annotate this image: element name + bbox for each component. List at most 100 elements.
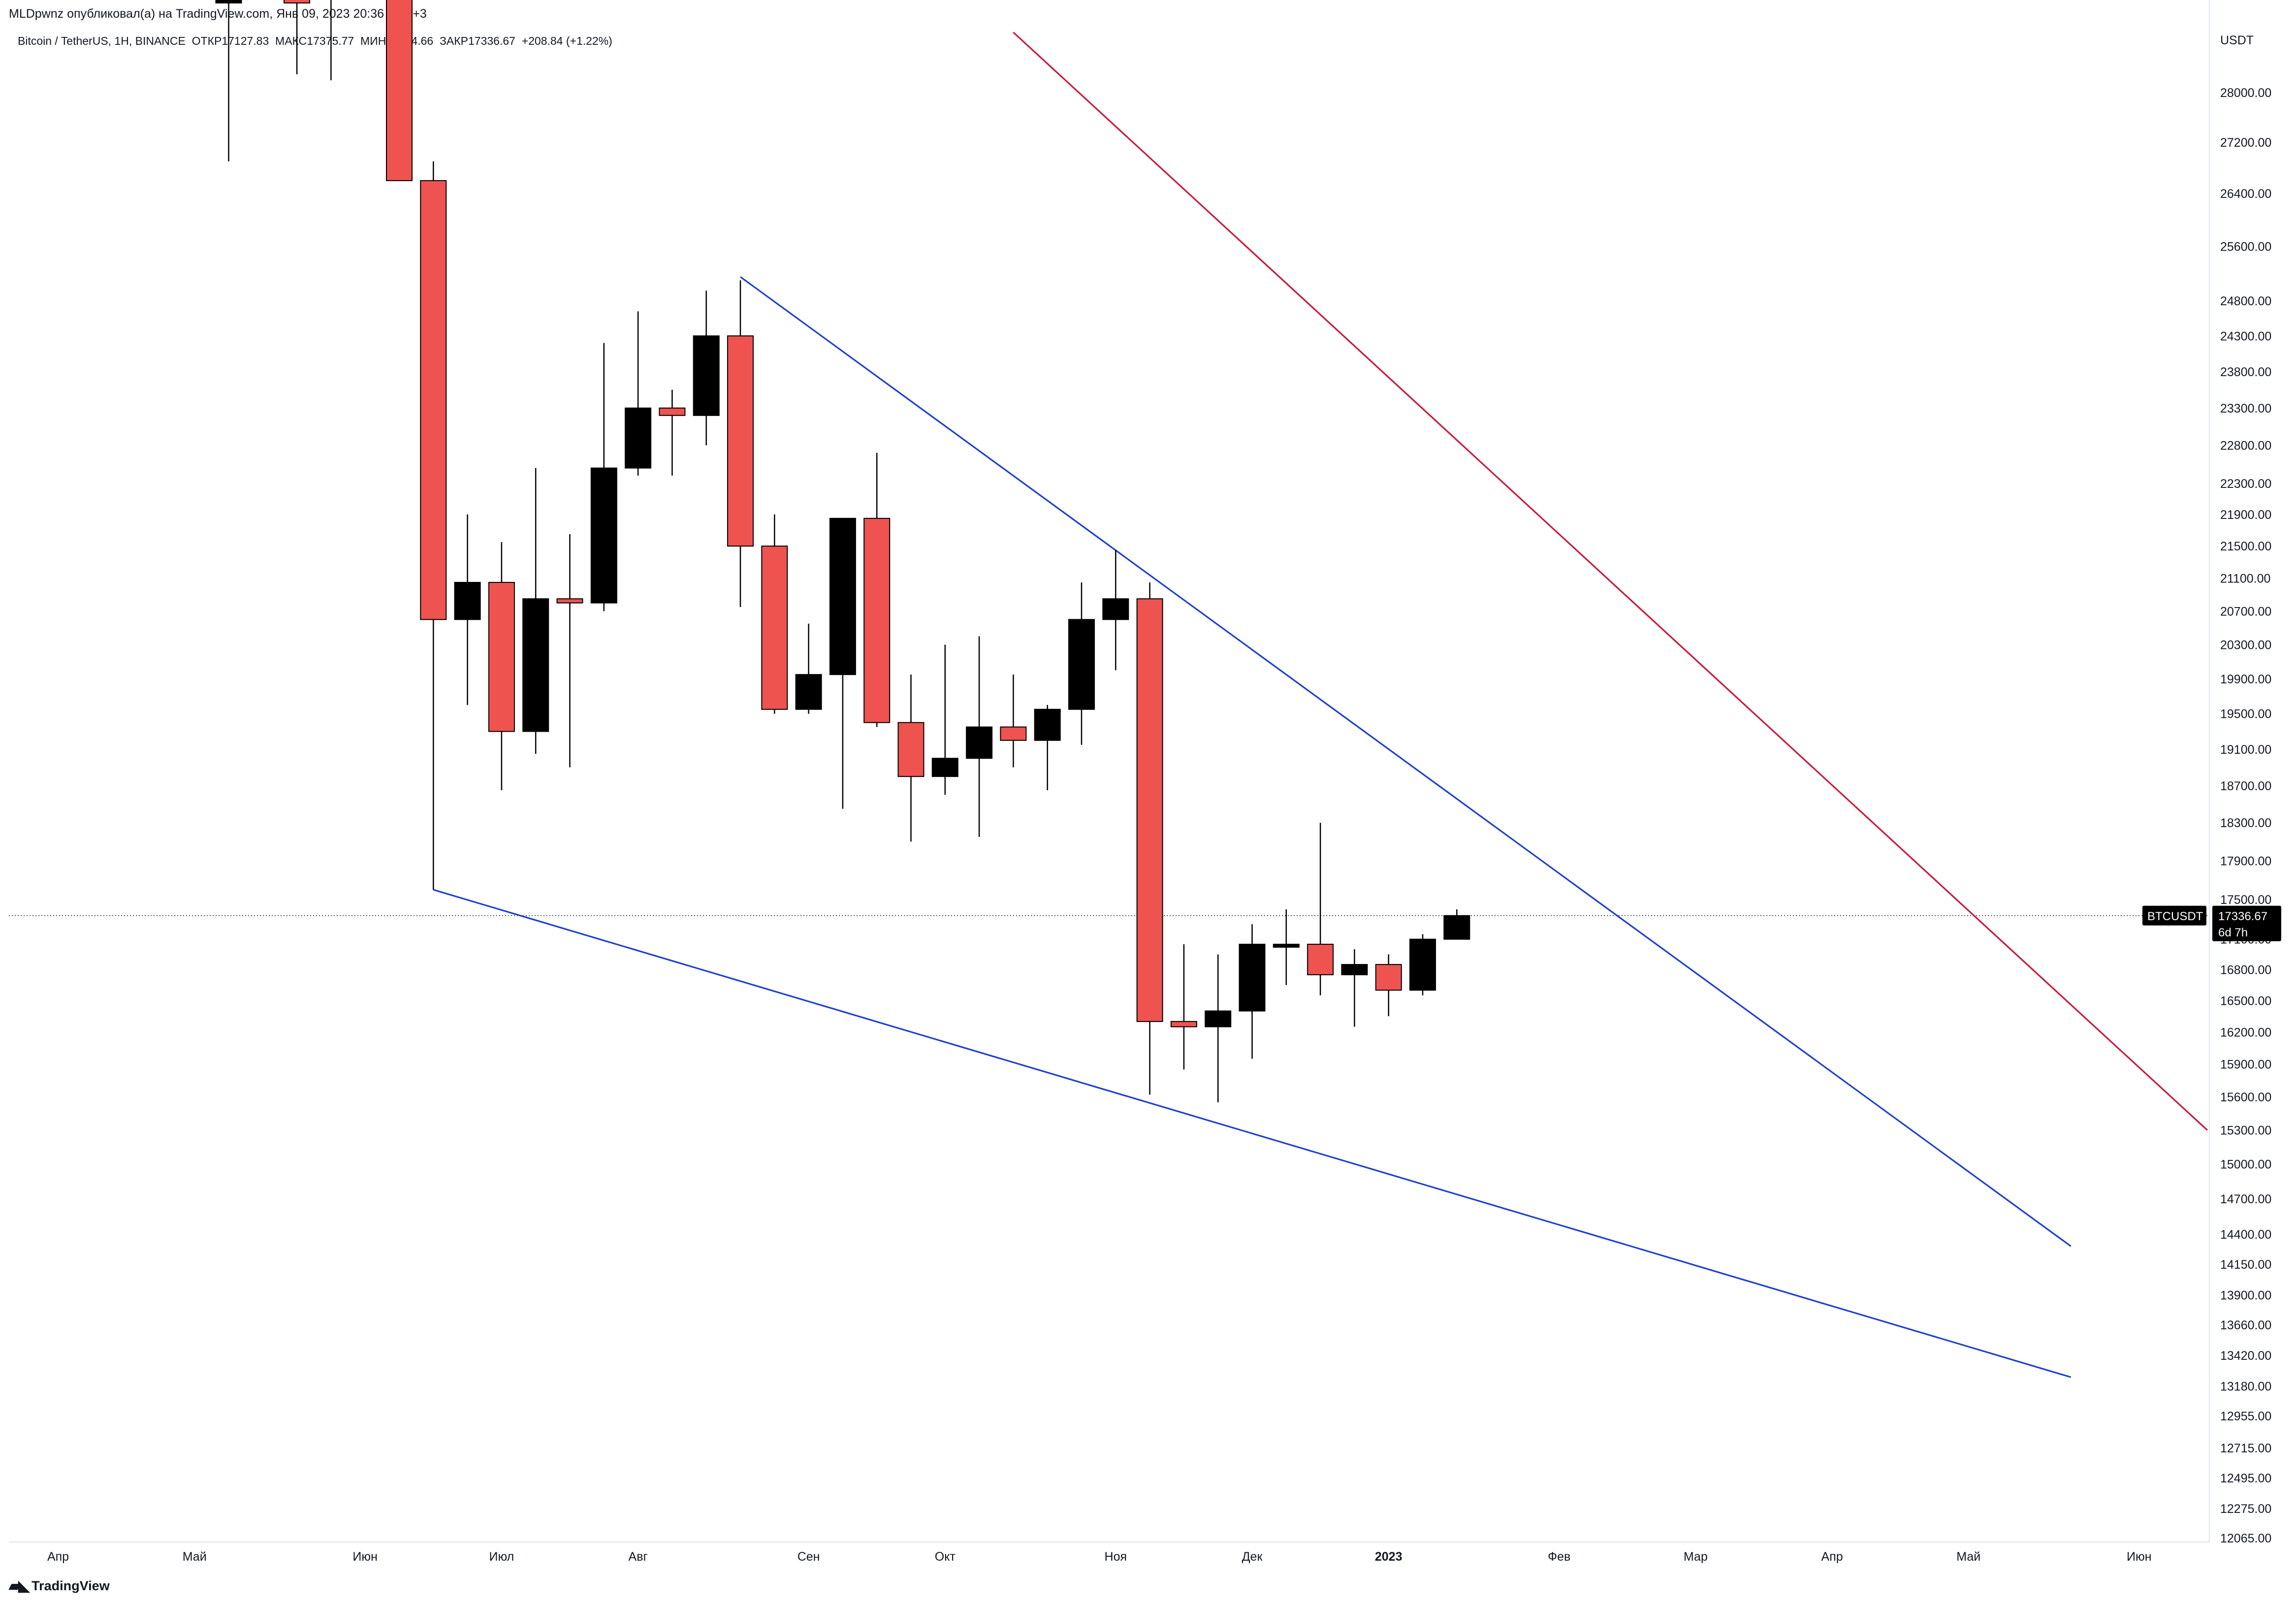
- candle-body: [659, 407, 686, 416]
- x-tick-label: Окт: [935, 1550, 956, 1564]
- x-tick-label: Июн: [352, 1550, 378, 1564]
- candle-body: [1307, 943, 1334, 975]
- candle-body: [1443, 915, 1470, 940]
- candle: [1443, 909, 1470, 940]
- x-tick-label: Июн: [2127, 1550, 2152, 1564]
- candle-body: [693, 335, 720, 416]
- candle: [727, 280, 754, 608]
- candle: [1307, 823, 1334, 995]
- y-tick-label: 14700.00: [2220, 1192, 2271, 1206]
- y-tick-label: 25600.00: [2220, 240, 2271, 254]
- candle: [1205, 954, 1232, 1103]
- y-tick-label: 26400.00: [2220, 187, 2271, 201]
- candle-body: [761, 545, 788, 710]
- y-tick-label: 21500.00: [2220, 540, 2271, 553]
- price-axis[interactable]: USDT 28000.00 27200.00 26400.00 25600.00 2480…: [2220, 33, 2271, 1545]
- y-tick-label: 24300.00: [2220, 329, 2271, 343]
- y-tick-label: 21900.00: [2220, 508, 2271, 522]
- candle: [386, 0, 413, 181]
- resistance-line: [1013, 32, 2208, 1131]
- candle: [931, 644, 958, 795]
- candle-body: [1205, 1010, 1232, 1027]
- upper-trendline: [740, 276, 2072, 1247]
- candle: [1239, 924, 1266, 1059]
- candle-body: [215, 0, 242, 4]
- candle-body: [1102, 598, 1129, 620]
- x-tick-label: Июл: [489, 1550, 514, 1564]
- y-tick-label: 21100.00: [2220, 572, 2270, 586]
- candle: [1102, 550, 1129, 671]
- y-tick-label: 12715.00: [2220, 1442, 2271, 1455]
- candle: [1068, 582, 1095, 745]
- candle: [1273, 909, 1300, 985]
- candle: [966, 636, 993, 837]
- y-tick-label: 19500.00: [2220, 707, 2271, 721]
- candle-body: [931, 758, 958, 777]
- candle-body: [1000, 726, 1027, 741]
- price-tag-countdown: 6d 7h: [2218, 926, 2248, 939]
- candle: [863, 452, 891, 727]
- candle-body: [454, 581, 481, 620]
- time-axis[interactable]: Апр Май Июн Июл Авг Сен Окт Ноя Дек 2023 Фев Мар Апр…: [47, 1550, 2152, 1564]
- y-tick-label: 22800.00: [2220, 439, 2271, 452]
- candle: [829, 517, 856, 809]
- candle: [625, 311, 652, 476]
- y-tick-label: 19900.00: [2220, 673, 2271, 686]
- candle: [1034, 705, 1061, 791]
- candle-body: [1239, 943, 1266, 1012]
- y-tick-label: 12495.00: [2220, 1472, 2271, 1485]
- y-tick-label: 24800.00: [2220, 294, 2271, 308]
- candle-body: [590, 467, 617, 604]
- y-tick-label: 15900.00: [2220, 1058, 2271, 1071]
- candle: [420, 161, 447, 890]
- candle: [761, 514, 788, 714]
- trendlines: [9, 32, 2209, 1378]
- x-tick-label: Май: [183, 1550, 207, 1564]
- candle-body: [897, 722, 925, 777]
- candle: [1136, 582, 1163, 1095]
- candle: [215, 0, 242, 161]
- y-tick-label: 14400.00: [2220, 1228, 2271, 1242]
- y-tick-label: 28000.00: [2220, 86, 2271, 100]
- y-tick-label: 15300.00: [2220, 1124, 2271, 1138]
- y-tick-label: 18700.00: [2220, 779, 2271, 793]
- y-tick-label: 16800.00: [2220, 963, 2271, 977]
- candle-body: [284, 0, 311, 4]
- price-tag-value: 17336.67: [2218, 910, 2267, 923]
- y-tick-label: 12955.00: [2220, 1410, 2271, 1423]
- lower-trendline: [433, 889, 2072, 1378]
- candle: [1409, 934, 1436, 995]
- plot-area[interactable]: [9, 0, 2210, 1542]
- y-tick-label: 15600.00: [2220, 1091, 2271, 1104]
- y-tick-label: 27200.00: [2220, 136, 2271, 150]
- candle-body: [556, 598, 583, 604]
- candle: [284, 0, 311, 74]
- y-tick-label: 13180.00: [2220, 1380, 2271, 1394]
- candle-body: [522, 598, 549, 732]
- candle: [1341, 949, 1368, 1027]
- candle: [488, 542, 515, 791]
- candle-body: [420, 180, 447, 620]
- y-tick-label: 13420.00: [2220, 1349, 2271, 1363]
- y-tick-label: 13660.00: [2220, 1318, 2271, 1332]
- y-tick-label: 18300.00: [2220, 816, 2271, 830]
- x-tick-label: Апр: [47, 1550, 69, 1564]
- candle-body: [727, 335, 754, 547]
- candle: [590, 343, 617, 611]
- candle-body: [488, 581, 515, 732]
- candle-body: [1341, 964, 1368, 975]
- candle-body: [1068, 619, 1095, 710]
- x-tick-label: Апр: [1821, 1550, 1843, 1564]
- candle-body: [966, 726, 993, 759]
- candle-body: [1375, 964, 1402, 991]
- y-tick-label: 23300.00: [2220, 402, 2271, 416]
- candle-body: [1034, 708, 1061, 741]
- publisher-header: MLDpwnz опубликовал(а) на TradingView.co…: [9, 7, 427, 21]
- y-tick-label: 14150.00: [2220, 1258, 2271, 1272]
- candle-body: [625, 407, 652, 469]
- candle: [556, 534, 583, 768]
- candle: [1000, 674, 1027, 768]
- candle: [1375, 954, 1402, 1017]
- y-tick-label: 12065.00: [2220, 1532, 2271, 1545]
